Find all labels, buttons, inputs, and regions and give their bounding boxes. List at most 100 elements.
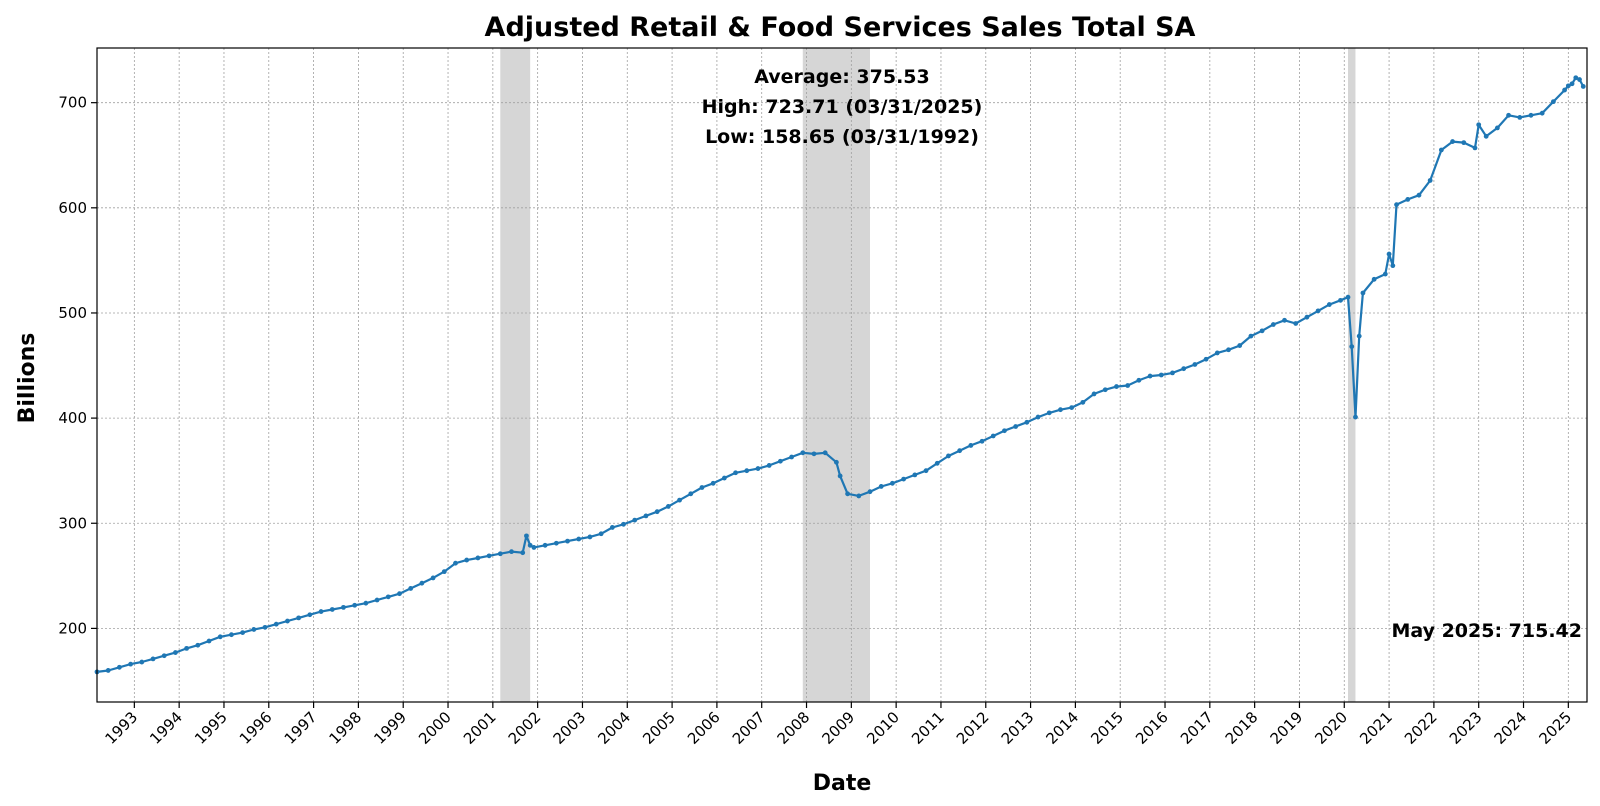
x-tick-label: 1996 (236, 708, 276, 748)
data-point (1528, 112, 1534, 118)
data-point (251, 627, 257, 632)
data-point (598, 531, 604, 537)
x-tick-label: 2000 (415, 708, 455, 748)
x-tick-label: 2002 (505, 708, 545, 748)
data-point (1192, 362, 1198, 367)
data-point (643, 513, 649, 519)
data-point (105, 668, 111, 673)
data-point (1125, 383, 1131, 388)
data-point (822, 450, 828, 456)
data-point (1136, 377, 1142, 383)
data-point (374, 597, 380, 603)
data-point (1382, 271, 1388, 277)
data-point (139, 659, 145, 665)
data-point (1450, 139, 1455, 144)
data-point (1326, 302, 1332, 307)
data-point (307, 612, 313, 618)
data-point (654, 509, 660, 515)
y-tick-label: 300 (58, 514, 87, 532)
data-point (1114, 384, 1119, 389)
data-point (1349, 344, 1355, 350)
x-tick-label: 1999 (370, 708, 410, 748)
data-point (1569, 81, 1575, 87)
plot-frame (96, 47, 1588, 703)
last-value-label: May 2025: 715.42 (1391, 620, 1582, 642)
data-point (1427, 178, 1433, 183)
x-tick-label: 2025 (1535, 708, 1575, 748)
x-tick-label: 2006 (684, 708, 724, 748)
data-point (397, 591, 402, 597)
x-tick-label: 2005 (639, 708, 679, 748)
data-point (744, 468, 750, 474)
data-point (733, 470, 738, 476)
x-tick-label: 2015 (1087, 708, 1127, 748)
recession-band-0 (500, 48, 531, 702)
data-point (441, 569, 447, 575)
data-point (273, 621, 279, 627)
data-point (296, 615, 302, 621)
data-point (1394, 202, 1399, 208)
data-point (240, 630, 246, 636)
data-point (1046, 410, 1052, 416)
x-tick-label: 1997 (281, 708, 321, 748)
data-point (833, 459, 839, 465)
x-tick-label: 1998 (326, 708, 366, 748)
data-point (979, 438, 985, 444)
data-point (509, 549, 514, 555)
recession-band-1 (802, 48, 871, 702)
data-point (1058, 407, 1063, 413)
data-point (1461, 140, 1467, 146)
y-tick-label: 500 (58, 304, 87, 322)
data-point (531, 545, 537, 550)
data-point (912, 472, 918, 478)
data-point (990, 433, 996, 439)
chart-title: Adjusted Retail & Food Services Sales To… (485, 12, 1196, 43)
data-point (318, 609, 324, 614)
data-point (1405, 197, 1411, 202)
x-axis-ticks: 1993 1994 1995 1996 1997 1998 1999 2000 2001 2002… (101, 702, 1575, 748)
data-point (1494, 125, 1500, 131)
data-point (1080, 399, 1086, 405)
data-point (934, 460, 940, 466)
data-point (721, 475, 727, 481)
data-point (699, 485, 705, 490)
x-tick-label: 2004 (594, 708, 634, 748)
x-axis-title: Date (813, 771, 872, 796)
data-point (1580, 84, 1586, 89)
data-point (520, 550, 526, 556)
data-point (475, 555, 481, 561)
data-point (1472, 145, 1478, 151)
data-point (1573, 75, 1579, 81)
x-tick-label: 2018 (1222, 708, 1262, 748)
data-point (878, 484, 884, 489)
data-point (837, 473, 843, 479)
data-point (1102, 387, 1108, 393)
data-point (1091, 391, 1097, 397)
data-point (576, 536, 582, 542)
stat-high: High: 723.71 (03/31/2025) (702, 96, 983, 118)
data-point (1158, 372, 1164, 378)
data-point (464, 557, 470, 563)
data-point (229, 632, 234, 638)
data-point (1226, 347, 1231, 353)
data-point (1360, 290, 1366, 296)
stat-low: Low: 158.65 (03/31/1992) (705, 126, 979, 148)
data-point (946, 453, 951, 459)
data-point (890, 480, 895, 486)
data-point (1565, 83, 1571, 89)
data-point (1181, 366, 1187, 372)
series-layer (94, 75, 1586, 675)
data-point (527, 542, 533, 548)
x-tick-label: 2012 (953, 708, 993, 748)
data-point (587, 534, 593, 540)
data-point (1483, 133, 1489, 139)
x-tick-label: 2001 (460, 708, 500, 748)
data-point (1315, 308, 1321, 314)
data-point (262, 624, 268, 630)
data-point (1237, 343, 1243, 348)
data-point (1002, 428, 1007, 434)
x-tick-label: 2011 (908, 708, 948, 748)
stat-average: Average: 375.53 (754, 66, 930, 88)
